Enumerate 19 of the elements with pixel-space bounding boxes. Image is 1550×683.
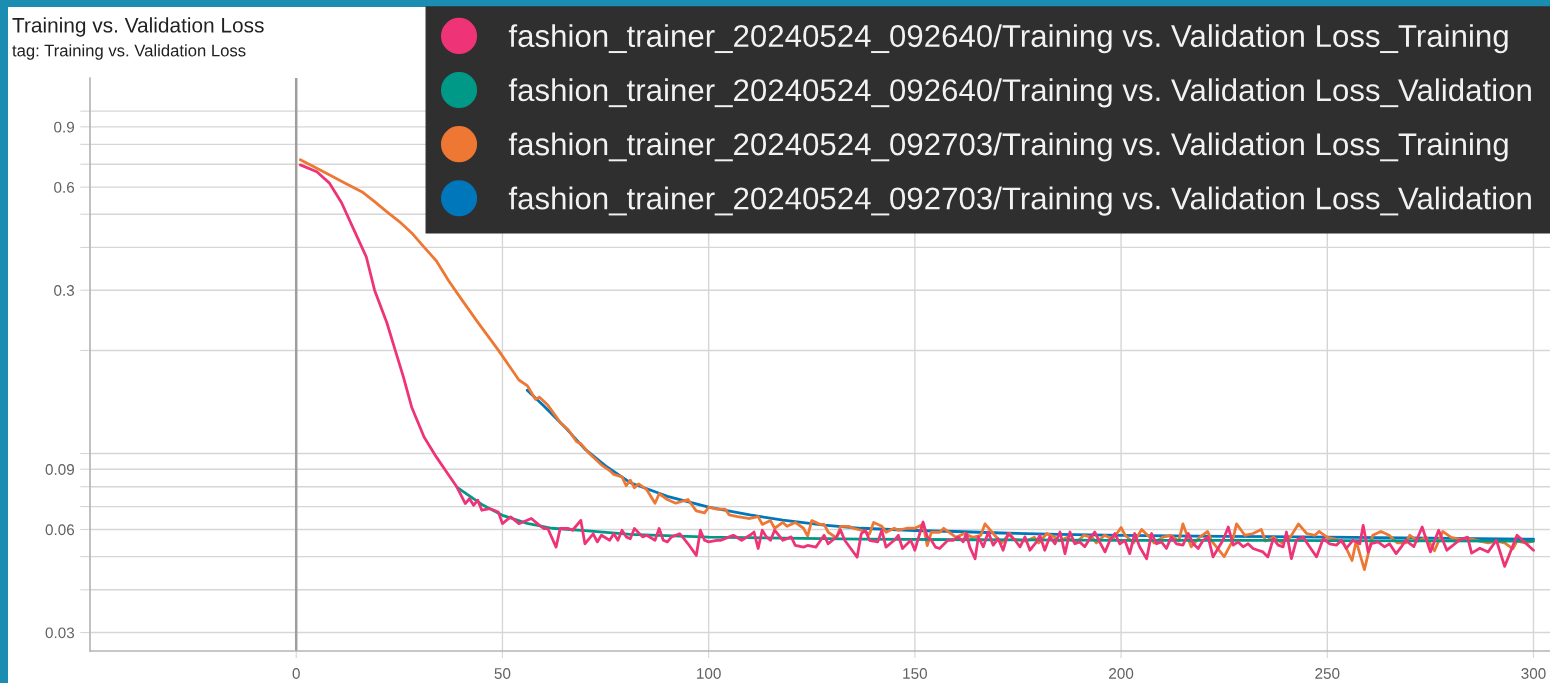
legend-label: fashion_trainer_20240524_092703/Training vs. Validation Loss_Validation [508, 186, 1531, 216]
y-tick-label: 0.3 [54, 285, 75, 296]
y-tick-label: 0.09 [45, 464, 74, 475]
x-tick-label: 50 [494, 668, 511, 679]
y-tick-label: 0.03 [45, 627, 75, 639]
x-tick-label: 250 [1315, 668, 1340, 679]
legend-label: fashion_trainer_20240524_092640/Training vs. Validation Loss_Training [508, 24, 1508, 54]
x-tick-label: 100 [697, 668, 721, 679]
chart-title: Training vs. Validation Loss [12, 17, 264, 37]
chart-subtitle: tag: Training vs. Validation Loss [12, 44, 246, 60]
x-tick-label: 200 [1109, 668, 1134, 679]
y-tick-label: 0.9 [54, 121, 74, 133]
x-tick-label: 0 [292, 668, 300, 679]
y-tick-label: 0.06 [45, 524, 75, 536]
x-tick-label: 300 [1521, 668, 1546, 679]
legend-label: fashion_trainer_20240524_092640/Training vs. Validation Loss_Validation [508, 78, 1531, 108]
x-tick-label: 150 [903, 668, 928, 679]
legend-label: fashion_trainer_20240524_092703/Training vs. Validation Loss_Training [508, 132, 1508, 162]
y-tick-label: 0.6 [54, 182, 75, 193]
